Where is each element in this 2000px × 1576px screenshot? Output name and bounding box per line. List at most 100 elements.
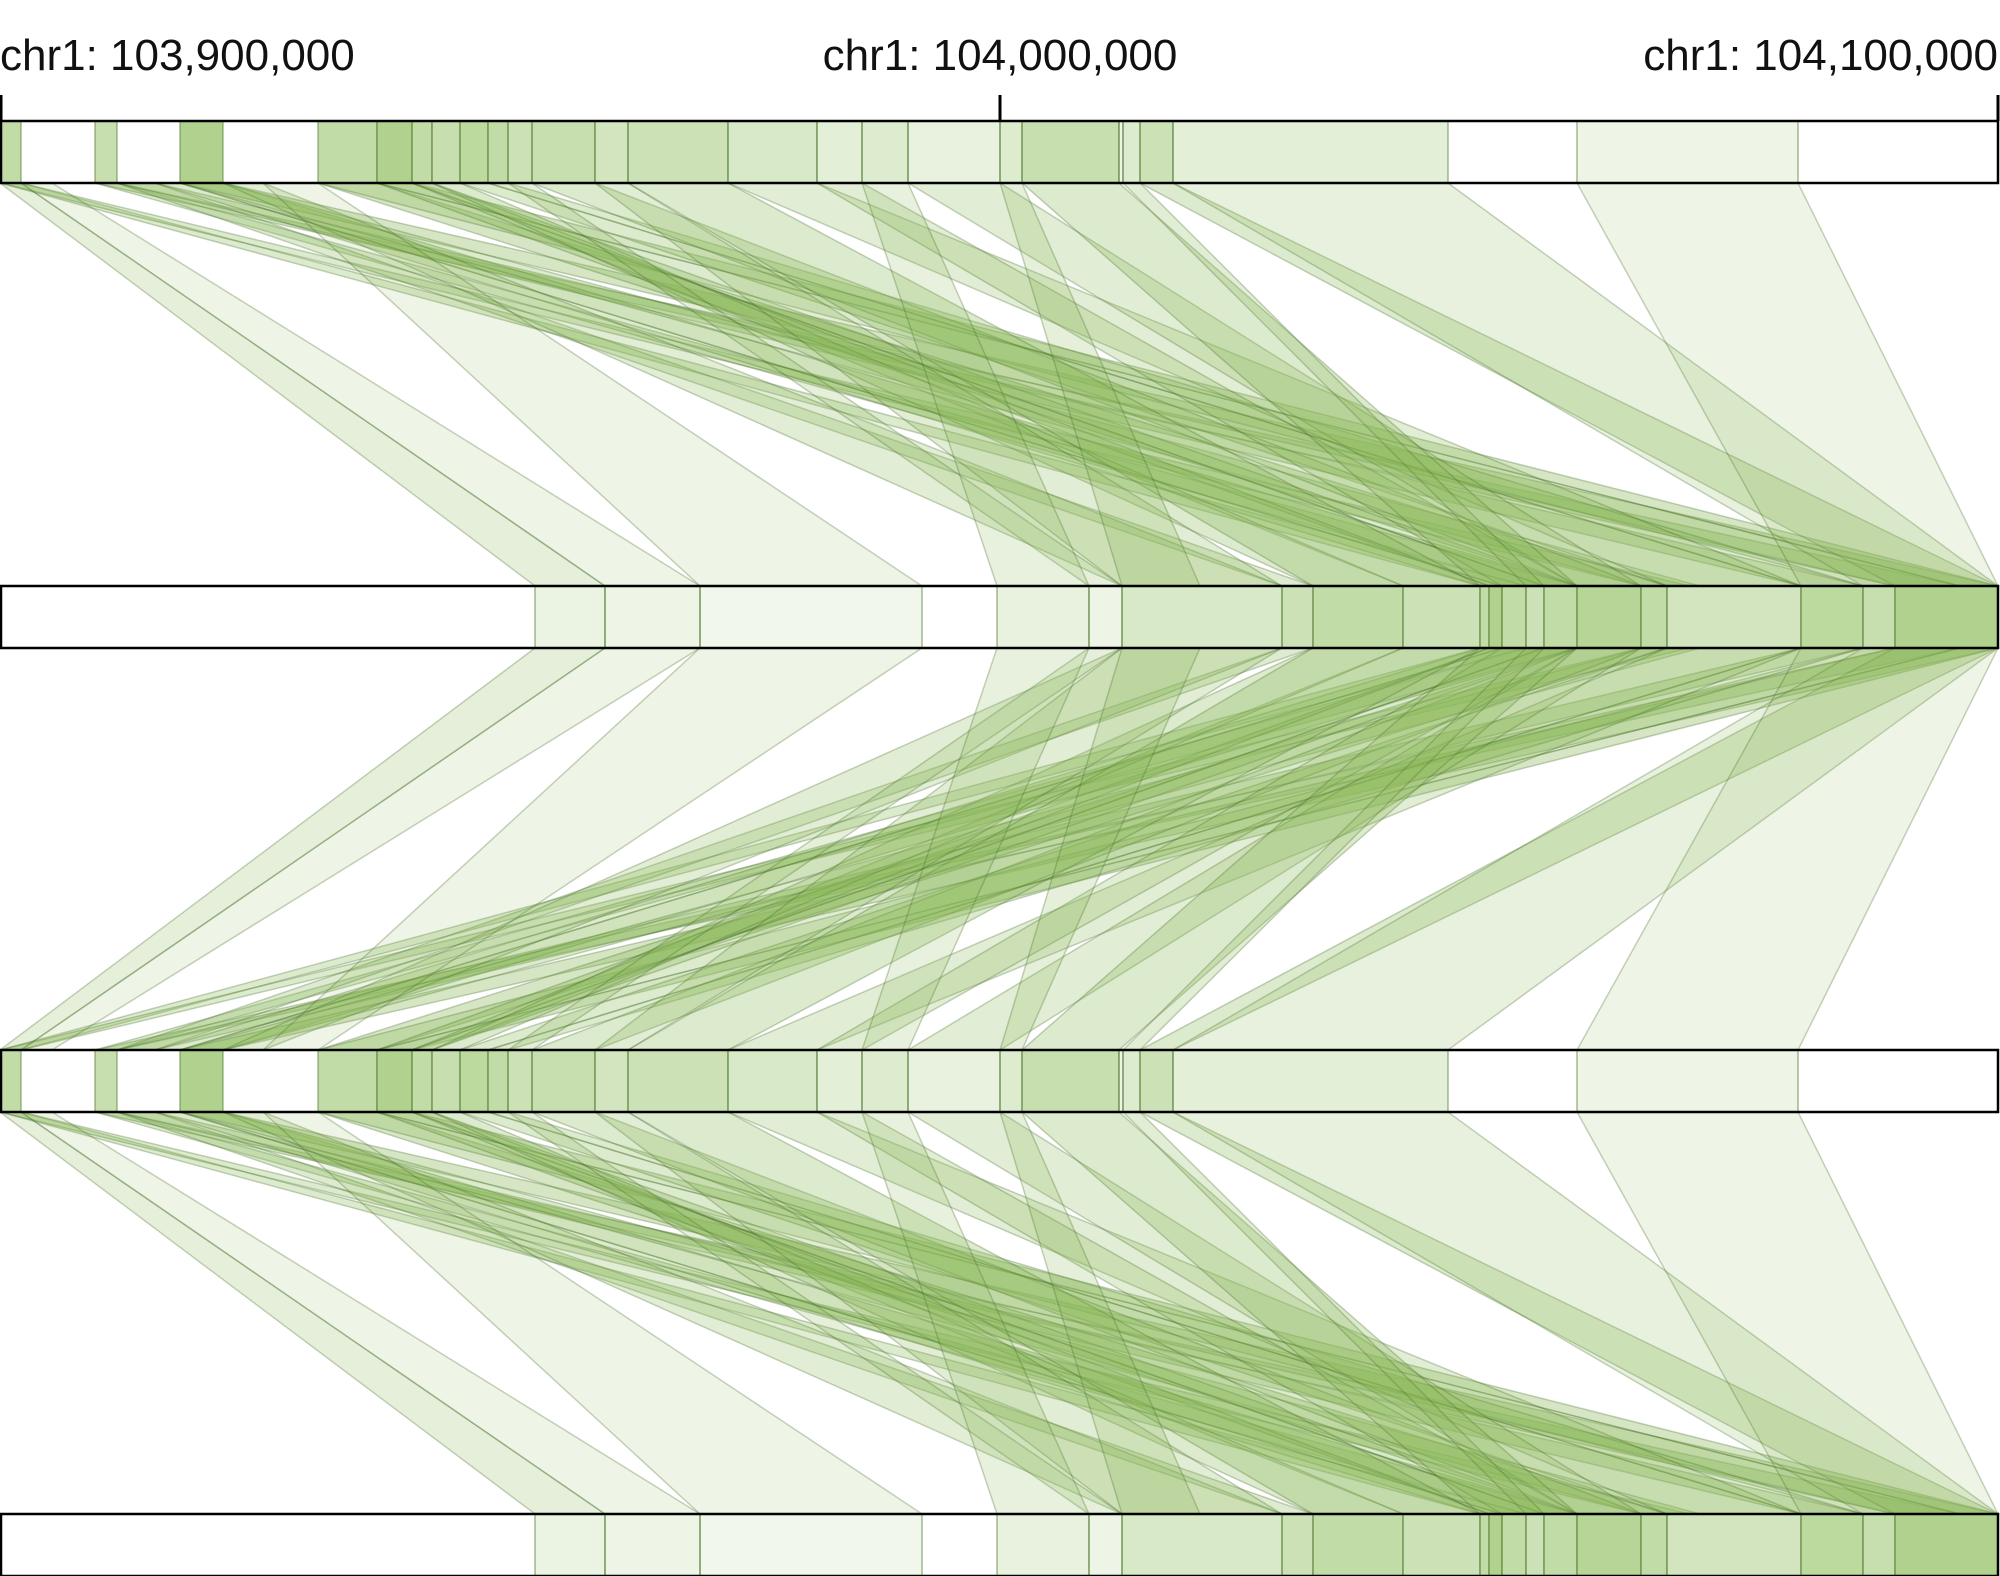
track-block [1121, 585, 1283, 649]
tick-label-1: chr1: 103,900,000 [0, 31, 355, 80]
track-block [1501, 1513, 1527, 1576]
track-block [1640, 1513, 1668, 1576]
track-block [376, 1049, 413, 1113]
track-block [317, 1049, 378, 1113]
track-block [1576, 1049, 1799, 1113]
track-block [1479, 1513, 1490, 1576]
track-block [487, 1049, 509, 1113]
track-block [534, 1513, 606, 1576]
track-block [179, 120, 224, 184]
tick-label-3: chr1: 104,100,000 [1643, 31, 1998, 80]
track-block [1312, 585, 1404, 649]
track-block [1543, 585, 1578, 649]
track-block [1576, 120, 1799, 184]
track-block [411, 1049, 433, 1113]
track-block [699, 1513, 923, 1576]
tick-label-2: chr1: 104,000,000 [823, 31, 1178, 80]
track-block [1121, 1513, 1283, 1576]
track-block [999, 120, 1023, 184]
track-block [459, 120, 489, 184]
track-block [317, 120, 378, 184]
track-block [1666, 585, 1802, 649]
track-block [627, 120, 729, 184]
track-block [94, 120, 118, 184]
track-block [1088, 1513, 1123, 1576]
track-block [431, 120, 461, 184]
track-block [1525, 585, 1545, 649]
track-block [1666, 1513, 1802, 1576]
genome-track-1 [0, 119, 2000, 185]
ribbon-band-3 [0, 1111, 2000, 1515]
track-block [411, 120, 433, 184]
track-block [1172, 1049, 1449, 1113]
track-block [699, 585, 923, 649]
track-frame [0, 584, 2000, 650]
genome-tracks [0, 119, 2000, 1576]
link-ribbons [0, 182, 2000, 1515]
track-block [1488, 585, 1503, 649]
track-block [996, 1513, 1090, 1576]
track-block [1312, 1513, 1404, 1576]
track-block [1139, 1049, 1174, 1113]
ribbon-band-2 [0, 647, 2000, 1051]
track-block [604, 585, 701, 649]
track-block [1122, 120, 1141, 184]
track-block [507, 1049, 533, 1113]
track-block [1543, 1513, 1578, 1576]
genome-track-3 [0, 1048, 2000, 1114]
track-block [727, 120, 818, 184]
track-block [1281, 1513, 1314, 1576]
track-block [534, 585, 606, 649]
track-block [604, 1513, 701, 1576]
track-block [1172, 120, 1449, 184]
track-block [0, 120, 22, 184]
track-block [907, 1049, 1001, 1113]
track-block [1576, 1513, 1642, 1576]
track-block [1021, 1049, 1120, 1113]
track-block [1800, 585, 1864, 649]
track-block [816, 1049, 863, 1113]
track-block [1088, 585, 1123, 649]
track-block [459, 1049, 489, 1113]
track-block [1525, 1513, 1545, 1576]
track-block [531, 120, 596, 184]
ribbon-band-1 [0, 182, 2000, 587]
track-block [1501, 585, 1527, 649]
track-block [507, 120, 533, 184]
genome-track-4 [0, 1512, 2000, 1576]
track-block [816, 120, 863, 184]
track-block [376, 120, 413, 184]
track-block [861, 120, 909, 184]
track-block [1021, 120, 1120, 184]
track-block [1576, 585, 1642, 649]
track-block [1894, 1513, 1999, 1576]
track-block [1800, 1513, 1864, 1576]
genome-track-2 [0, 584, 2000, 650]
track-block [1402, 585, 1481, 649]
track-frame [0, 1048, 2000, 1114]
track-frame [0, 1512, 2000, 1576]
track-block [861, 1049, 909, 1113]
track-block [1122, 1049, 1141, 1113]
track-block [1862, 1513, 1896, 1576]
track-block [1479, 585, 1490, 649]
track-block [531, 1049, 596, 1113]
track-block [1894, 585, 1999, 649]
track-block [431, 1049, 461, 1113]
track-block [999, 1049, 1023, 1113]
track-block [179, 1049, 224, 1113]
track-block [1640, 585, 1668, 649]
coordinate-axis: chr1: 103,900,000 chr1: 104,000,000 chr1… [0, 31, 2000, 121]
track-block [1402, 1513, 1481, 1576]
track-block [907, 120, 1001, 184]
track-block [94, 1049, 118, 1113]
track-block [594, 120, 629, 184]
track-block [1862, 585, 1896, 649]
track-block [0, 1049, 22, 1113]
track-block [594, 1049, 629, 1113]
track-block [1139, 120, 1174, 184]
track-block [487, 120, 509, 184]
track-block [727, 1049, 818, 1113]
track-block [627, 1049, 729, 1113]
